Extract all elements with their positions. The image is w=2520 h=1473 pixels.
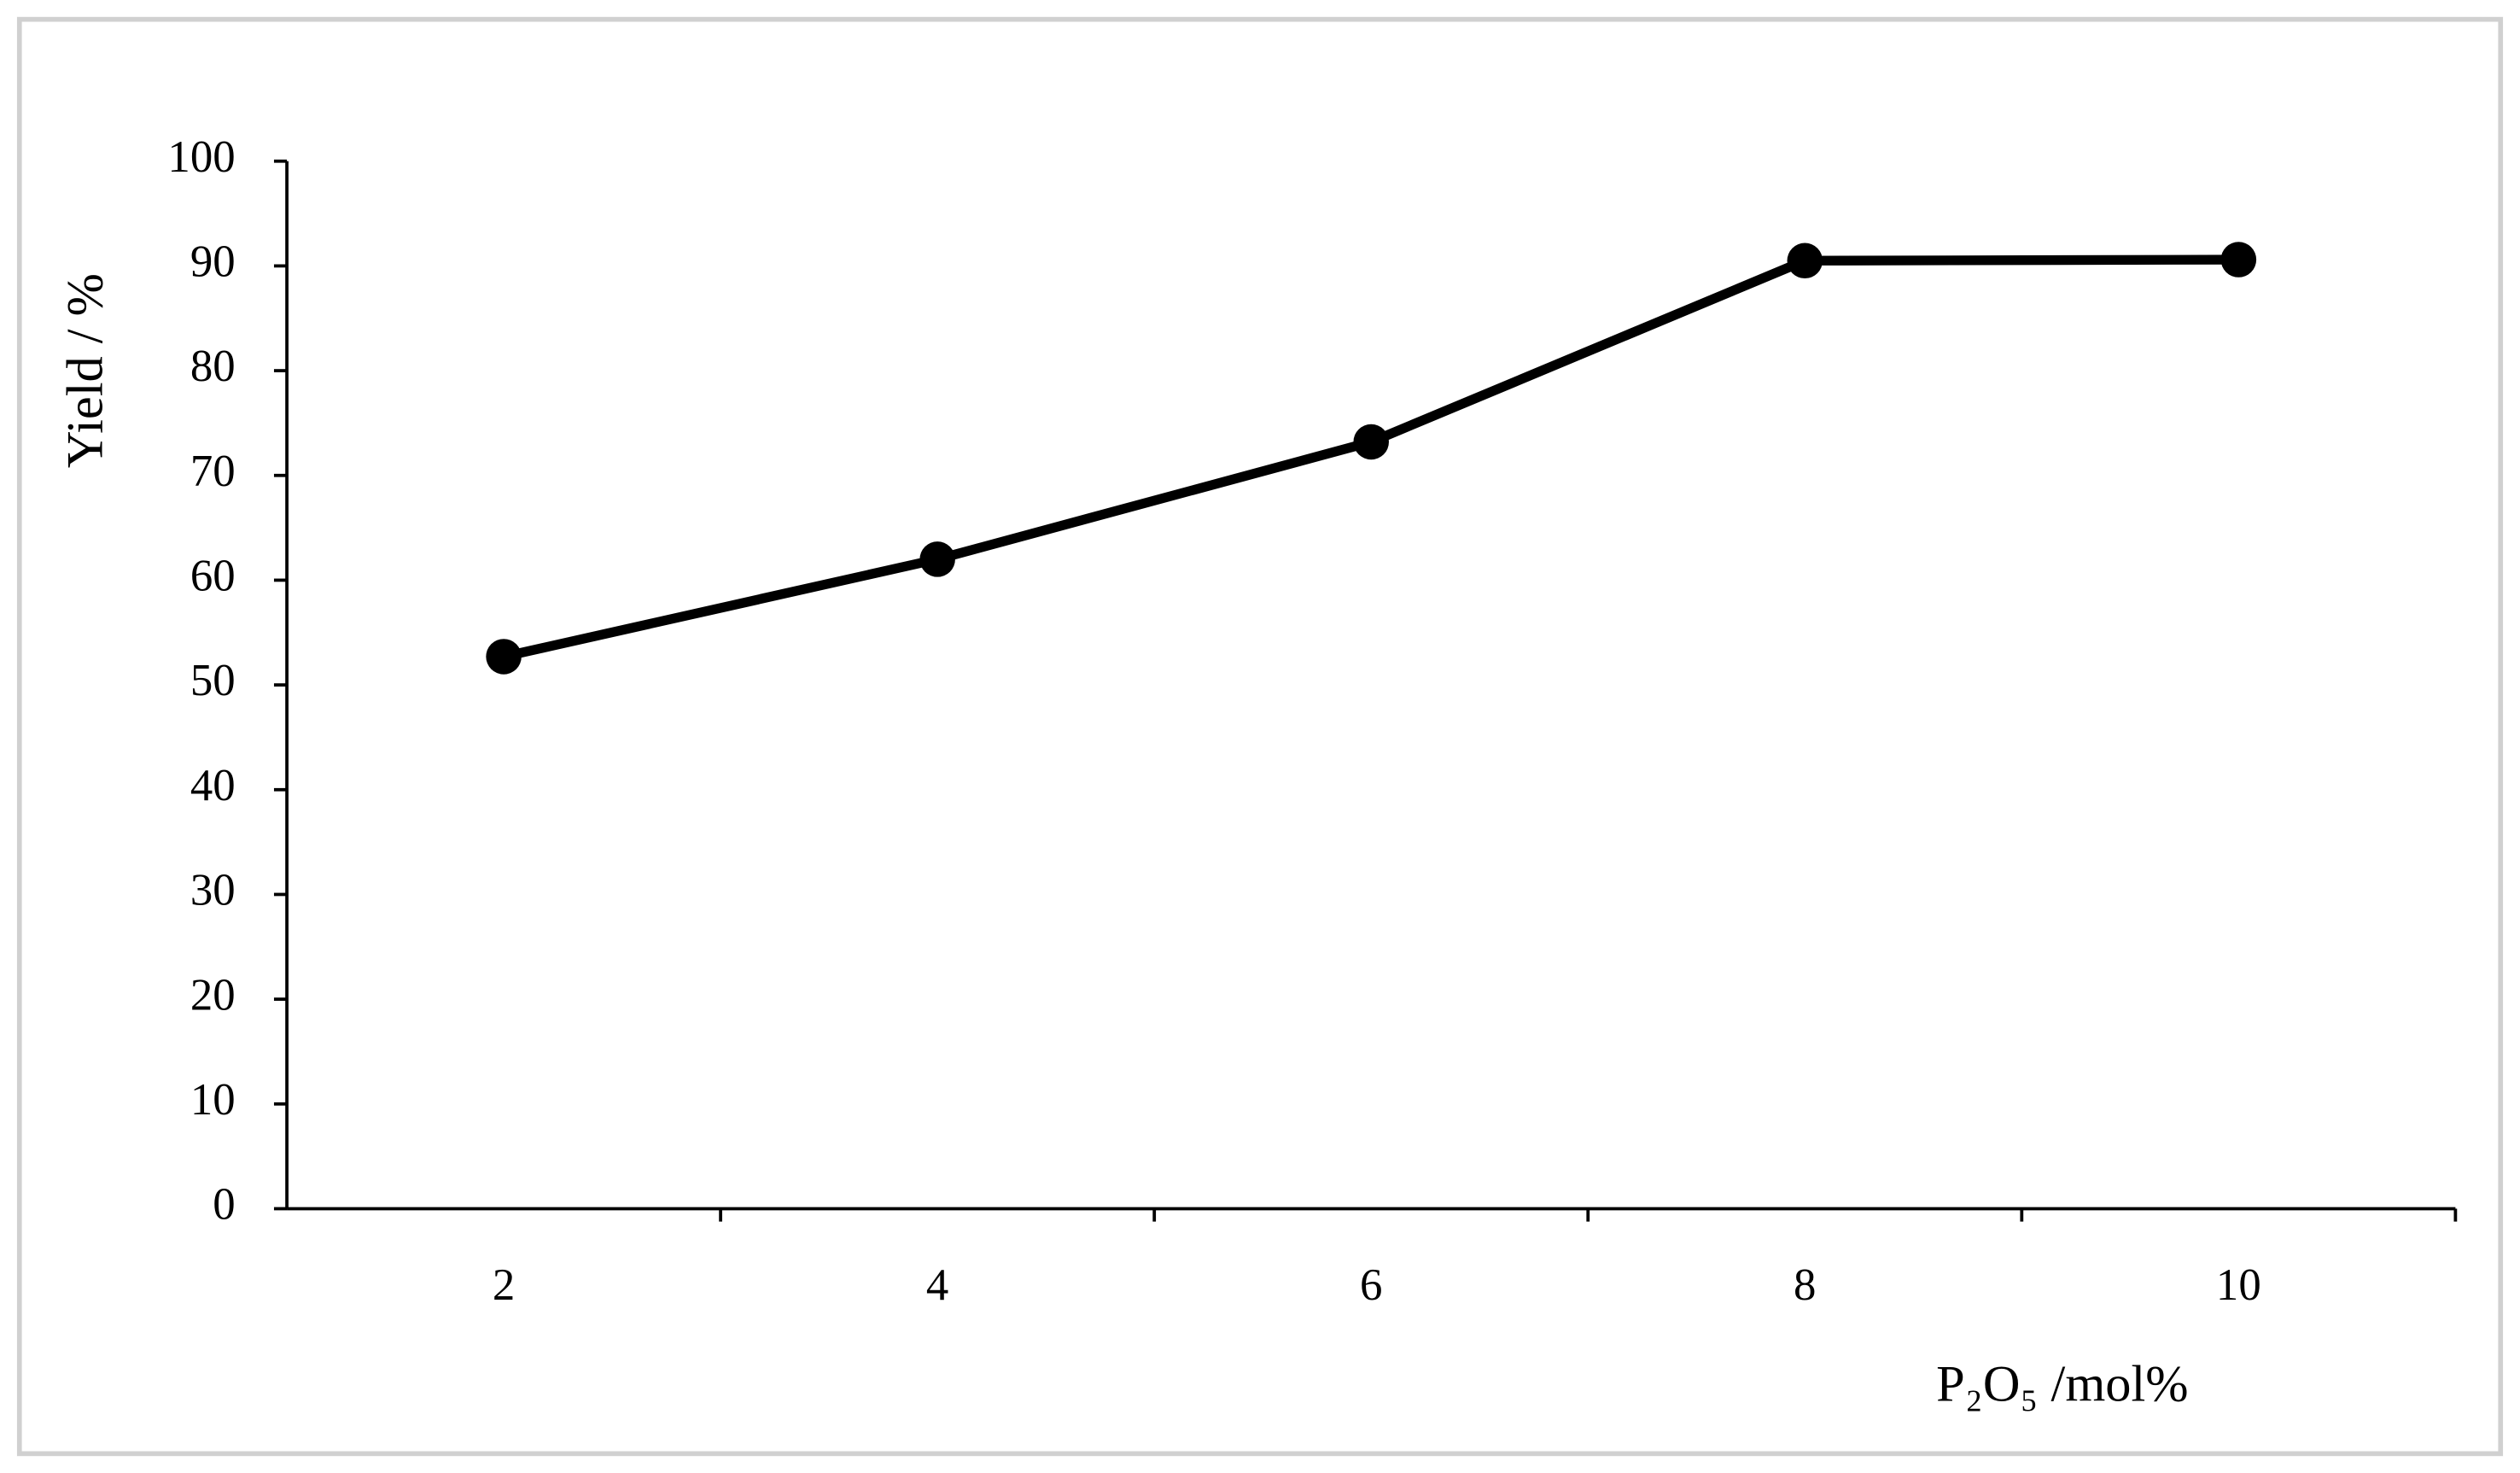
marker	[486, 639, 522, 675]
marker	[2220, 242, 2257, 278]
y-tick-label: 0	[213, 1180, 235, 1230]
y-tick-label: 50	[190, 656, 236, 705]
marker	[1787, 243, 1823, 279]
x-tick-label: 10	[2216, 1260, 2261, 1310]
y-tick-label: 90	[190, 237, 236, 287]
x-axis-label: P₂O₅ /mol%	[1936, 1356, 2188, 1413]
marker	[919, 541, 955, 577]
y-tick-label: 10	[190, 1075, 236, 1125]
y-tick-label: 40	[190, 761, 236, 810]
chart-border	[16, 16, 2504, 1457]
y-tick-label: 80	[190, 342, 236, 391]
y-axis-label: Yield / %	[57, 273, 114, 468]
x-tick-label: 6	[1360, 1260, 1382, 1310]
x-tick-label: 4	[926, 1260, 948, 1310]
x-tick-label: 2	[493, 1260, 515, 1310]
y-tick-label: 60	[190, 552, 236, 601]
x-tick-label: 8	[1794, 1260, 1816, 1310]
y-tick-label: 20	[190, 970, 236, 1020]
y-tick-label: 100	[167, 132, 235, 182]
marker	[1353, 424, 1389, 460]
y-tick-label: 70	[190, 447, 236, 496]
y-tick-label: 30	[190, 866, 236, 915]
